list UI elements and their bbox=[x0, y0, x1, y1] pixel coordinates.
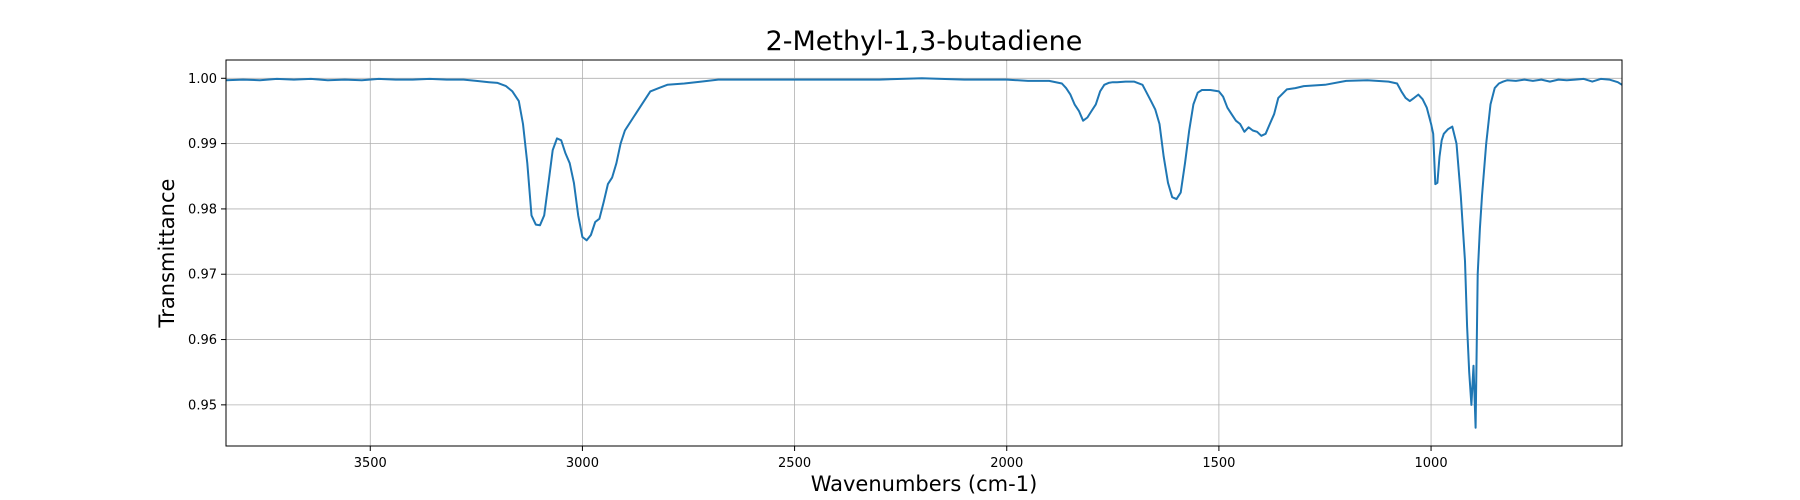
x-tick-label: 1500 bbox=[1202, 456, 1235, 471]
y-tick-label: 0.95 bbox=[188, 398, 217, 413]
axis-ticks: 3500 3000 2500 2000 1500 1000 0.95 0.96 0.97 0.98… bbox=[188, 72, 1448, 471]
plot-frame bbox=[225, 59, 1623, 447]
y-axis-label: Transmittance bbox=[155, 179, 179, 329]
chart-title: 2-Methyl-1,3-butadiene bbox=[766, 26, 1083, 57]
x-tick-label: 3500 bbox=[354, 456, 387, 471]
y-tick-label: 0.98 bbox=[188, 202, 217, 217]
y-tick-label: 0.96 bbox=[188, 333, 217, 348]
y-tick-label: 0.99 bbox=[188, 137, 217, 152]
x-axis-label: Wavenumbers (cm-1) bbox=[811, 472, 1038, 496]
x-tick-label: 2500 bbox=[778, 456, 811, 471]
series-layer bbox=[225, 77, 1623, 429]
spectrum-line bbox=[225, 77, 1623, 429]
x-tick-label: 2000 bbox=[990, 456, 1023, 471]
x-tick-label: 3000 bbox=[566, 456, 599, 471]
grid-lines bbox=[226, 60, 1622, 446]
x-tick-label: 1000 bbox=[1415, 456, 1448, 471]
y-tick-label: 1.00 bbox=[188, 72, 217, 87]
y-tick-label: 0.97 bbox=[188, 268, 217, 283]
